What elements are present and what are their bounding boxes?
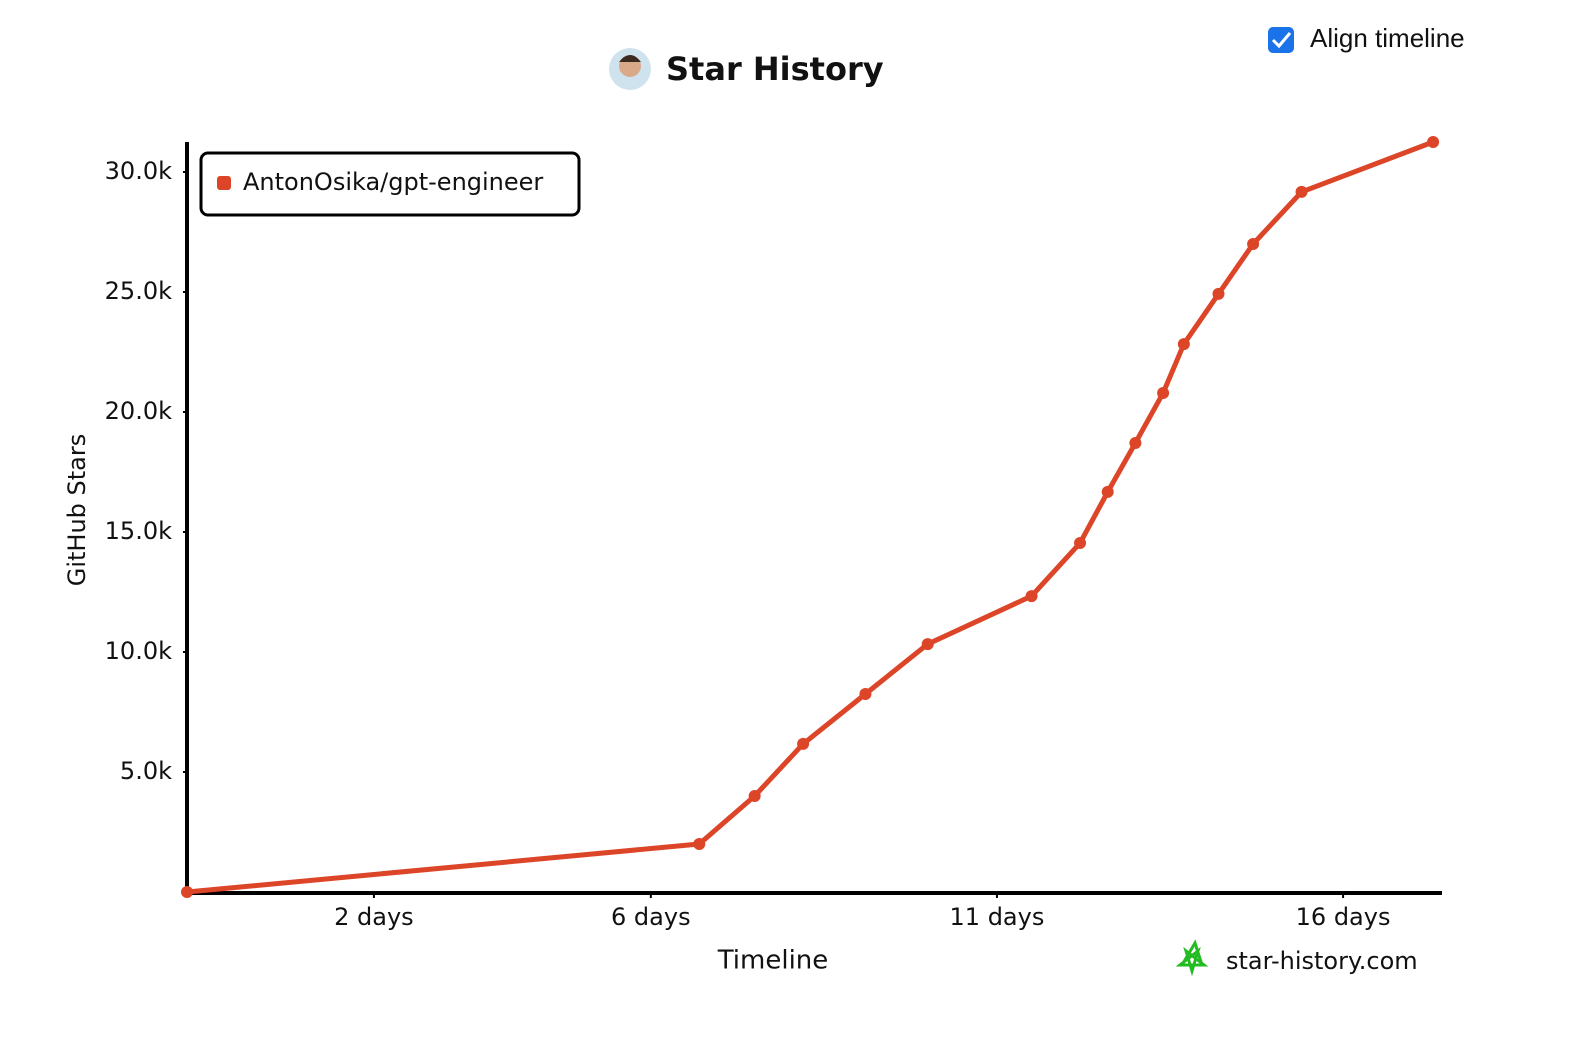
- avatar-hair: [619, 55, 641, 62]
- y-tick-label: 15.0k: [105, 517, 172, 545]
- chart-title: Star History: [666, 50, 884, 88]
- point: [693, 838, 706, 850]
- legend-label: AntonOsika/gpt-engineer: [243, 168, 543, 196]
- y-tick-label: 30.0k: [105, 157, 172, 185]
- point: [797, 737, 810, 750]
- x-tick-label: 11 days: [950, 903, 1045, 931]
- checkmark: [1271, 32, 1292, 49]
- y-tick-label: 5.0k: [120, 757, 172, 785]
- x-axis-title: Timeline: [717, 946, 829, 976]
- y-tick-label: 20.0k: [105, 397, 172, 425]
- checkbox-label[interactable]: Align timeline: [1310, 23, 1465, 53]
- checkbox[interactable]: [1268, 27, 1294, 53]
- x-tick-label: 2 days: [334, 903, 414, 931]
- point: [921, 638, 934, 651]
- x-tick-label: 6 days: [611, 903, 691, 931]
- point: [748, 790, 761, 802]
- point: [1295, 185, 1308, 198]
- legend-swatch: [217, 176, 231, 190]
- y-tick-label: 25.0k: [105, 277, 172, 305]
- point: [181, 886, 193, 898]
- point: [1129, 436, 1142, 449]
- point: [1101, 485, 1114, 498]
- legend: [199, 151, 581, 217]
- y-axis-title: GitHub Stars: [63, 434, 91, 587]
- logo: [1175, 939, 1209, 977]
- point: [1247, 238, 1260, 250]
- point: [1157, 387, 1170, 400]
- point: [1427, 136, 1440, 148]
- point: [859, 688, 872, 700]
- point: [1177, 338, 1190, 351]
- line: [186, 139, 1434, 895]
- y-tick-label: 10.0k: [105, 637, 172, 665]
- point: [1074, 537, 1087, 550]
- watermark: star-history.com: [1226, 947, 1418, 975]
- point: [1212, 287, 1225, 300]
- point: [1025, 590, 1038, 603]
- x-tick-label: 16 days: [1296, 903, 1391, 931]
